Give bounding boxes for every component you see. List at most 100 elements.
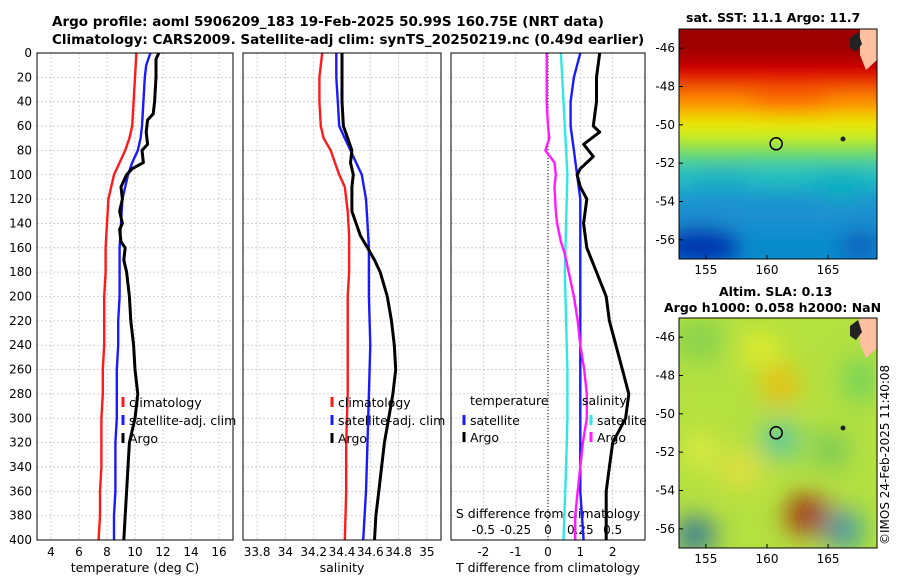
y-tick-label: 160	[9, 241, 32, 255]
temperature-panel: 0 20 40 60 80 100 120 140 160 180 200 220 240 260 280 3…	[9, 46, 236, 575]
legend-salinity-title: salinity	[582, 393, 627, 408]
salinity-difference-axis-label: S difference from climatology	[456, 506, 641, 521]
y-tick-label: 240	[9, 338, 32, 352]
sst-map-title: sat. SST: 11.1 Argo: 11.7	[686, 10, 861, 25]
y-tick-label: 180	[9, 265, 32, 279]
salinity-difference-tick-label: -0.5	[472, 523, 495, 537]
differences-series-s-satellite	[559, 52, 569, 541]
differences-frame	[450, 52, 646, 541]
y-tick-label: 80	[17, 143, 32, 157]
sst-map-y-tick-label: -54	[655, 195, 675, 209]
y-tick-label: 60	[17, 119, 32, 133]
differences-x-tick-label: 0	[544, 545, 552, 559]
differences-x-tick-label: 2	[609, 545, 617, 559]
y-tick-label: 340	[9, 460, 32, 474]
sla-map-title-line2: Argo h1000: 0.058 h2000: NaN	[664, 300, 882, 315]
y-tick-label: 320	[9, 436, 32, 450]
differences-series-s-argo	[544, 53, 588, 540]
differences-x-tick-label: -2	[477, 545, 489, 559]
y-tick-label: 200	[9, 290, 32, 304]
salinity-difference-tick-label: -0.25	[500, 523, 531, 537]
y-tick-label: 220	[9, 314, 32, 328]
sst-argo-location-marker	[769, 137, 783, 151]
y-tick-label: 400	[9, 533, 32, 547]
sst-map-y-tick-label: -56	[655, 233, 675, 247]
differences-x-label: T difference from climatology	[455, 560, 641, 575]
salinity-x-tick-label: 34.6	[357, 545, 384, 559]
sla-map-x-tick-label: 165	[817, 552, 840, 566]
sst-map-y-tick-label: -46	[655, 41, 675, 55]
sla-map-y-tick-label: -50	[655, 407, 675, 421]
salinity-x-label: salinity	[320, 560, 365, 575]
temperature-series-climatology	[97, 52, 138, 541]
differences-x-tick-label: -1	[510, 545, 522, 559]
sst-map-y-tick-label: -48	[655, 80, 675, 94]
sst-map-y-tick-label: -52	[655, 156, 675, 170]
sst-map-x-tick-label: 160	[756, 263, 779, 277]
sla-map-y-tick-label: -56	[655, 522, 675, 536]
temperature-series-argo	[118, 52, 161, 541]
y-tick-label: 260	[9, 363, 32, 377]
salinity-x-tick-label: 34	[278, 545, 293, 559]
legend-t-satellite-label: satellite	[470, 413, 520, 428]
y-tick-label: 100	[9, 168, 32, 182]
temperature-x-tick-label: 8	[103, 545, 111, 559]
differences-series-t-satellite	[569, 52, 585, 541]
salinity-x-tick-label: 34.4	[329, 545, 356, 559]
y-tick-label: 280	[9, 387, 32, 401]
salinity-x-tick-label: 35	[419, 545, 434, 559]
sst-map-y-tick-label: -50	[655, 118, 675, 132]
sla-map-y-tick-label: -52	[655, 445, 675, 459]
sst-map-x-tick-label: 165	[817, 263, 840, 277]
y-tick-label: 380	[9, 509, 32, 523]
sst-map-x-tick-label: 155	[694, 263, 717, 277]
sla-argo-location-marker	[769, 426, 783, 440]
y-tick-label: 300	[9, 411, 32, 425]
temperature-x-tick-label: 6	[75, 545, 83, 559]
legend-s-argo-label: Argo	[597, 430, 626, 445]
temperature-x-tick-label: 14	[183, 545, 198, 559]
y-tick-label: 360	[9, 484, 32, 498]
sst-coastline	[860, 29, 877, 70]
y-tick-label: 40	[17, 95, 32, 109]
temperature-x-tick-label: 4	[47, 545, 55, 559]
salinity-legend-argo-label: Argo	[338, 431, 367, 446]
temperature-x-label: temperature (deg C)	[71, 560, 200, 575]
y-tick-label: 20	[17, 70, 32, 84]
y-tick-label: 0	[24, 46, 32, 60]
salinity-x-tick-label: 34.8	[385, 545, 412, 559]
legend-temperature-title: temperature	[470, 393, 549, 408]
sla-map-x-tick-label: 160	[756, 552, 779, 566]
sla-map: 155 160 165 -46 -48 -50 -52 -54 -56	[655, 317, 878, 566]
differences-panel: -2 -1 0 1 2T difference from climatology S di…	[450, 52, 647, 575]
figure-title-line2: Climatology: CARS2009. Satellite-adj cli…	[52, 32, 645, 48]
sla-map-y-tick-label: -46	[655, 330, 675, 344]
differences-x-tick-label: 1	[577, 545, 585, 559]
sla-coastline	[860, 318, 877, 358]
y-tick-label: 120	[9, 192, 32, 206]
sla-map-x-tick-label: 155	[694, 552, 717, 566]
legend-t-argo-label: Argo	[470, 430, 499, 445]
salinity-series-satellite-adj-clim	[335, 53, 372, 541]
temperature-x-tick-label: 10	[127, 545, 142, 559]
temperature-frame	[36, 52, 234, 541]
differences-series-t-argo	[575, 52, 631, 540]
salinity-x-tick-label: 33.8	[244, 545, 271, 559]
sla-map-y-tick-label: -54	[655, 484, 675, 498]
temperature-series-satellite-adj-clim	[112, 52, 152, 540]
salinity-frame	[242, 52, 442, 541]
sla-map-y-tick-label: -48	[655, 369, 675, 383]
sst-map: 155 160 165 -46 -48 -50 -52 -54 -56	[655, 28, 878, 277]
legend-s-satellite-label: satellite	[597, 413, 647, 428]
temperature-x-tick-label: 12	[155, 545, 170, 559]
temperature-legend-argo-label: Argo	[129, 431, 158, 446]
temperature-legend-climatology-label: climatology	[129, 395, 202, 410]
salinity-x-tick-label: 34.2	[300, 545, 327, 559]
salinity-difference-tick-label: 0.25	[567, 523, 594, 537]
sla-map-title-line1: Altim. SLA: 0.13	[719, 284, 833, 299]
y-tick-label: 140	[9, 216, 32, 230]
temperature-legend-satellite-label: satellite-adj. clim	[129, 413, 236, 428]
salinity-difference-tick-label: 0	[544, 523, 552, 537]
salinity-series-climatology	[318, 52, 351, 541]
